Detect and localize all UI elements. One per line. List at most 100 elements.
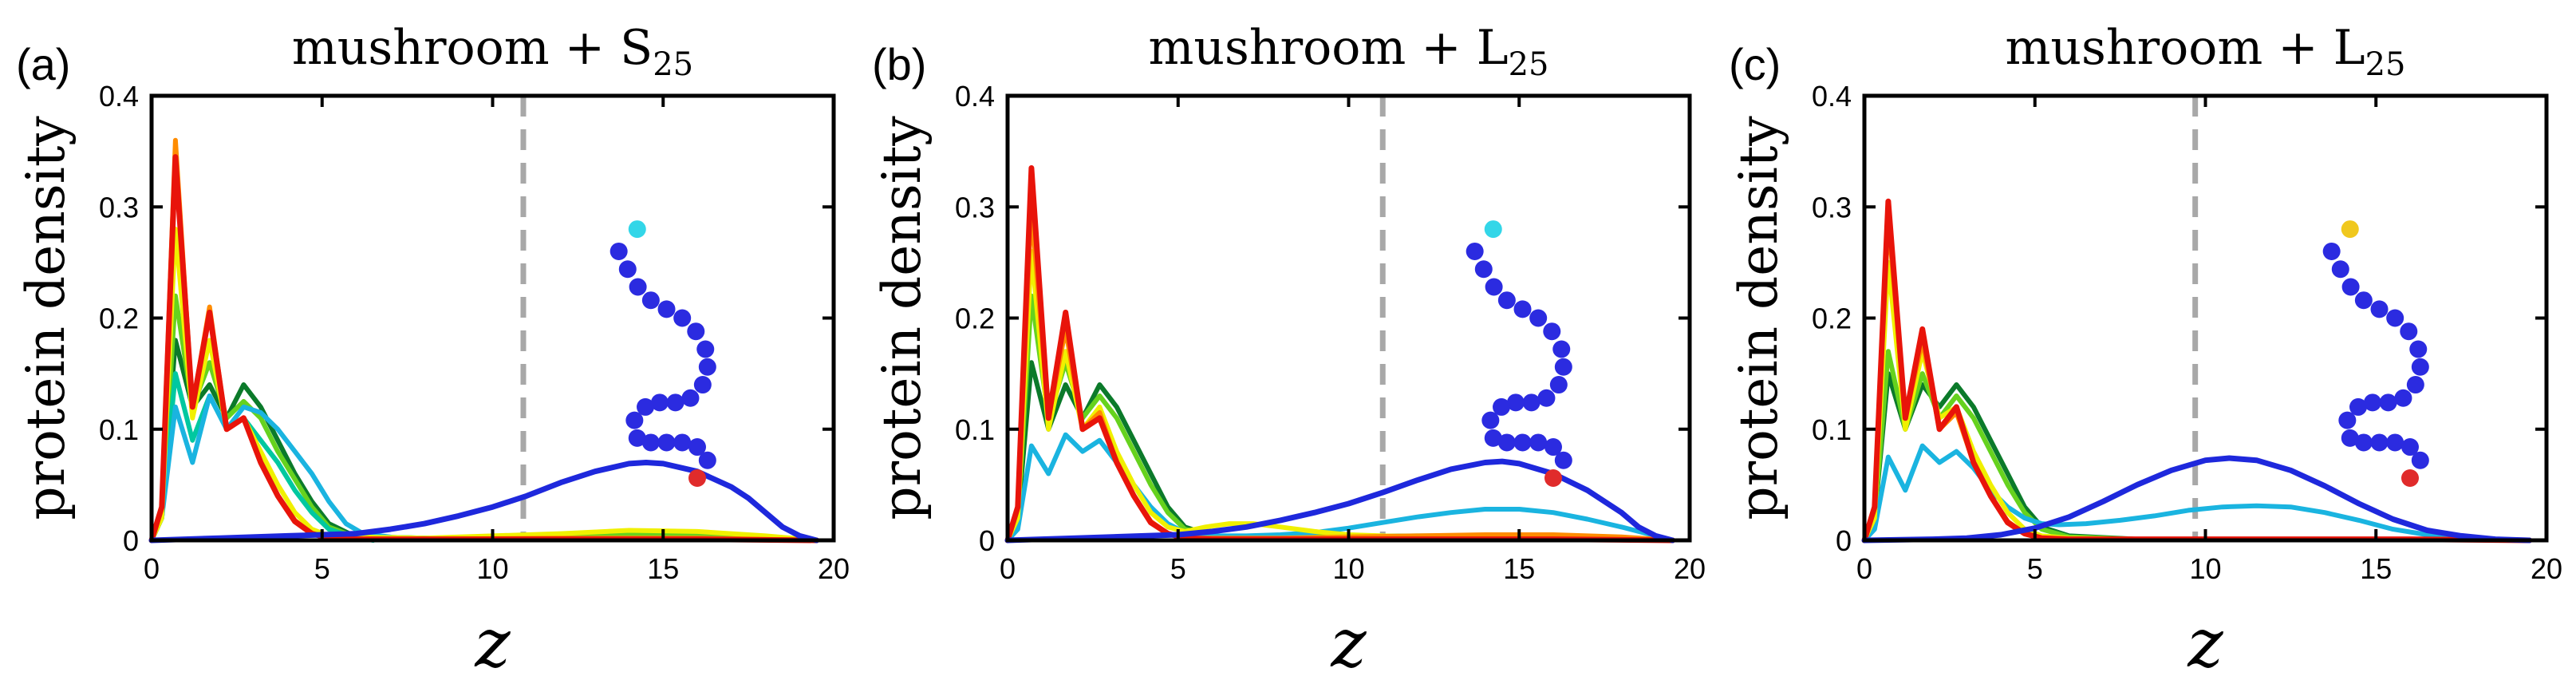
chain-bead — [657, 433, 676, 452]
inset-molecule — [609, 220, 716, 488]
chain-bead — [609, 242, 628, 260]
y-tick-label: 0.3 — [955, 191, 995, 223]
chain-bead — [2394, 389, 2412, 407]
series-line-3 — [1005, 432, 1675, 543]
chain-bead — [2338, 411, 2357, 429]
x-tick-label: 5 — [2027, 552, 2043, 585]
panel-label: (c) — [1729, 39, 1781, 89]
chain-bead — [1474, 260, 1493, 279]
panel-2: (b) mushroom + L25 0 5 10 15 20 0 0.1 0.2 0.3 0.4 pr… — [871, 20, 1706, 680]
bottom-bead — [2401, 469, 2419, 488]
chain-bead — [641, 291, 660, 310]
series-line-5 — [149, 227, 819, 543]
series-line-2 — [149, 293, 819, 543]
x-axis-label: z — [1330, 604, 1367, 680]
chain-bead — [1481, 411, 1500, 429]
x-tick-label: 0 — [144, 552, 160, 585]
y-tick-label: 0.4 — [1812, 80, 1852, 113]
chain-bead — [657, 300, 676, 318]
chain-bead — [1543, 322, 1561, 341]
chain-bead — [673, 309, 692, 327]
y-tick-label: 0.2 — [1812, 302, 1852, 335]
axes-frame — [1862, 93, 2549, 543]
panel-label: (b) — [872, 39, 926, 89]
chain-bead — [2379, 393, 2397, 412]
chain-bead — [2409, 340, 2428, 358]
chain-bead — [2370, 300, 2389, 318]
chain-bead — [637, 397, 655, 416]
chain-bead — [628, 429, 646, 447]
x-tick-label: 15 — [647, 552, 679, 585]
chart-title: mushroom + S25 — [292, 20, 693, 83]
chain-bead — [1497, 433, 1516, 452]
x-tick-label: 15 — [1503, 552, 1535, 585]
series-line-7 — [1861, 455, 2533, 544]
bottom-bead — [688, 469, 706, 488]
chain-bead — [1485, 278, 1503, 296]
chain-bead — [1522, 393, 1540, 412]
chain-bead — [681, 389, 700, 407]
x-tick-label: 10 — [476, 552, 508, 585]
chain-bead — [1529, 309, 1548, 327]
panel-3: (c) mushroom + L25 0 5 10 15 20 0 0.1 0.2 0.3 0.4 pr… — [1728, 20, 2562, 680]
x-tick-label: 10 — [1332, 552, 1364, 585]
chain-bead — [2322, 242, 2341, 260]
x-tick-label: 0 — [1856, 552, 1872, 585]
panel-label: (a) — [16, 39, 70, 89]
chain-bead — [1513, 300, 1532, 318]
x-tick-label: 15 — [2360, 552, 2392, 585]
chain-bead — [1552, 340, 1571, 358]
chain-bead — [1497, 291, 1516, 310]
chain-bead — [1466, 242, 1484, 260]
chart-title: mushroom + L25 — [1149, 20, 1549, 83]
chain-bead — [687, 322, 705, 341]
x-tick-label: 5 — [1170, 552, 1186, 585]
chain-bead — [2363, 393, 2381, 412]
panel-1: (a) mushroom + S25 0 5 10 15 20 0 0.1 0.2 0.3 0.4 pr… — [15, 20, 850, 680]
chain-bead — [673, 433, 692, 452]
y-tick-label: 0.4 — [99, 80, 139, 113]
x-axis-label: z — [474, 604, 511, 680]
chain-bead — [1506, 393, 1525, 412]
chain-bead — [2400, 322, 2418, 341]
axes-frame — [1005, 93, 1692, 543]
chain-bead — [2386, 309, 2404, 327]
chain-bead — [2354, 291, 2373, 310]
inset-molecule — [2322, 220, 2429, 488]
series-line-5 — [1005, 204, 1675, 543]
chain-bead — [1529, 433, 1548, 452]
axes-frame — [149, 93, 836, 543]
x-tick-label: 20 — [2531, 552, 2562, 585]
x-tick-label: 5 — [314, 552, 330, 585]
chain-bead — [2354, 433, 2373, 452]
chain-bead — [2341, 278, 2360, 296]
chain-bead — [1554, 358, 1572, 376]
chart-title: mushroom + L25 — [2006, 20, 2406, 83]
y-tick-label: 0.4 — [955, 80, 995, 113]
chain-bead — [1484, 429, 1502, 447]
chain-bead — [641, 433, 660, 452]
chain-bead — [2341, 429, 2359, 447]
y-tick-label: 0.1 — [99, 413, 139, 446]
chain-bead — [618, 260, 637, 279]
chain-bead — [1513, 433, 1532, 452]
chain-bead — [629, 278, 647, 296]
bottom-bead — [1544, 469, 1562, 488]
inset-molecule — [1466, 220, 1572, 488]
chain-bead — [2331, 260, 2349, 279]
top-bead — [1484, 220, 1502, 239]
series-line-3 — [1862, 443, 2532, 543]
chain-bead — [2411, 358, 2429, 376]
y-tick-label: 0.1 — [955, 413, 995, 446]
top-bead — [2341, 220, 2359, 239]
x-tick-label: 10 — [2189, 552, 2221, 585]
x-tick-label: 20 — [1674, 552, 1706, 585]
y-tick-label: 0.3 — [99, 191, 139, 223]
x-axis-label: z — [2187, 604, 2223, 680]
chain-bead — [1549, 376, 1568, 394]
chain-bead — [688, 438, 706, 457]
x-tick-label: 20 — [818, 552, 850, 585]
series-line-8 — [148, 460, 820, 544]
chain-bead — [1537, 389, 1556, 407]
y-axis-label: protein density — [15, 116, 77, 520]
